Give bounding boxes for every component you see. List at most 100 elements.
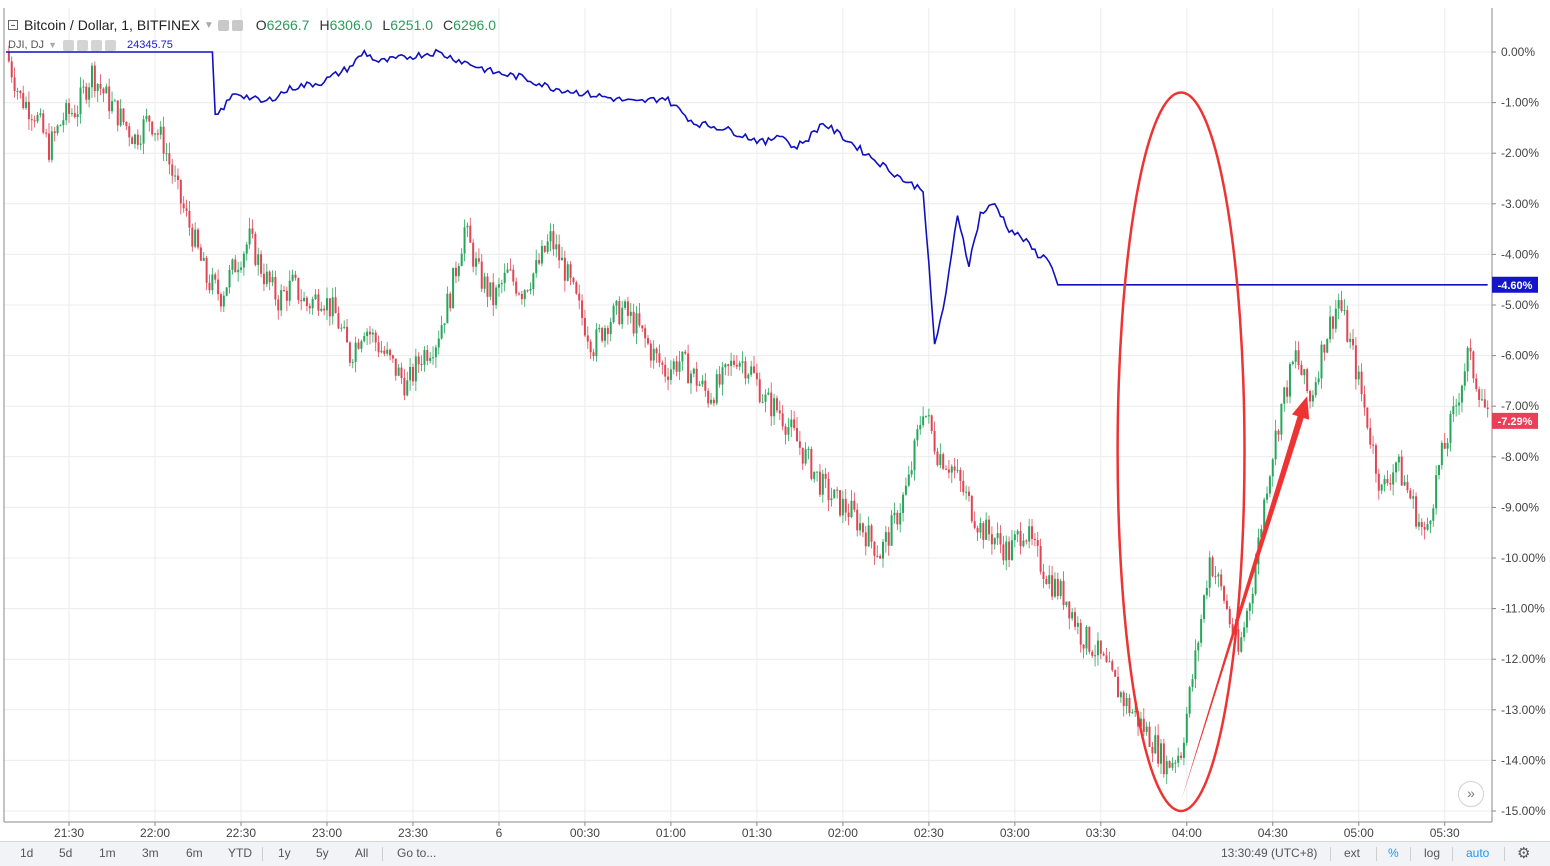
candle-body (497, 284, 500, 288)
divider (262, 847, 263, 861)
gear-icon[interactable]: ⚙ (1517, 845, 1531, 862)
collapse-icon[interactable] (8, 20, 18, 30)
candle-body (1438, 465, 1440, 476)
range-5y-button[interactable]: 5y (316, 846, 329, 860)
y-tick-label: -11.00% (1501, 602, 1545, 616)
candle-body (1033, 538, 1036, 541)
range-ytd-button[interactable]: YTD (228, 846, 252, 860)
candle-body (414, 356, 417, 382)
candle-body (179, 180, 182, 204)
candle-body (598, 328, 601, 330)
candle-body (1117, 676, 1120, 698)
candle-body (305, 297, 308, 307)
range-5d-button[interactable]: 5d (59, 846, 73, 860)
candle-body (1048, 575, 1051, 585)
close-icon[interactable] (104, 39, 116, 51)
auto-toggle[interactable]: auto (1466, 846, 1490, 860)
candle-body (1286, 387, 1289, 397)
candle-body (988, 519, 991, 535)
candle-body (423, 350, 426, 365)
candle-body (1013, 534, 1016, 541)
candle-body (1349, 338, 1352, 342)
plus-icon[interactable] (90, 39, 102, 51)
candle-body (472, 242, 475, 267)
ext-toggle[interactable]: ext (1344, 846, 1361, 860)
scroll-to-realtime-button[interactable]: » (1458, 781, 1484, 807)
candle-body (7, 52, 10, 62)
candle-body (930, 415, 933, 432)
range-1m-button[interactable]: 1m (99, 846, 116, 860)
candle-body (237, 269, 240, 273)
main-series-legend: Bitcoin / Dollar, 1, BITFINEX ▼ O 6266.7 … (8, 17, 496, 33)
candle-body (219, 294, 222, 307)
gear-icon[interactable] (231, 19, 243, 31)
candle-body (363, 336, 366, 342)
range-6m-button[interactable]: 6m (186, 846, 203, 860)
candle-body (1395, 462, 1398, 473)
candle-body (689, 373, 692, 384)
eye-icon[interactable] (62, 39, 74, 51)
goto-button[interactable]: Go to... (397, 846, 437, 860)
candle-body (1320, 344, 1323, 379)
y-tick-label: -14.00% (1501, 753, 1546, 767)
candle-body (1340, 300, 1343, 311)
chevron-down-icon[interactable]: ▼ (48, 40, 57, 50)
grid (4, 8, 1492, 822)
candle-body (993, 538, 996, 545)
candle-body (151, 121, 154, 135)
candle-body (452, 267, 455, 309)
candle-body (1294, 350, 1297, 362)
candle-body (116, 100, 119, 126)
candle-body (411, 366, 414, 382)
chevron-down-icon[interactable]: ▼ (203, 19, 214, 31)
candle-body (457, 266, 460, 277)
candle-body (724, 364, 727, 368)
symbol-title[interactable]: Bitcoin / Dollar, 1, BITFINEX (24, 17, 200, 33)
candle-body (1205, 587, 1208, 596)
compare-symbol[interactable]: DJI, DJ (8, 39, 45, 51)
candle-body (592, 352, 595, 357)
candle-body (1406, 482, 1409, 491)
candle-body (624, 301, 627, 308)
candle-body (641, 325, 644, 329)
y-tick-label: -4.00% (1501, 247, 1539, 261)
range-1y-button[interactable]: 1y (278, 846, 291, 860)
eye-icon[interactable] (217, 19, 229, 31)
candle-body (710, 399, 713, 404)
gear-icon[interactable] (76, 39, 88, 51)
candle-body (859, 523, 862, 531)
candle-body (1088, 626, 1091, 652)
candle-body (652, 348, 655, 361)
candle-body (199, 247, 202, 261)
candle-body (764, 394, 767, 402)
clock-timezone[interactable]: 13:30:49 (UTC+8) (1221, 846, 1318, 860)
candle-body (830, 498, 833, 501)
candle-body (796, 428, 799, 442)
candle-body (36, 115, 39, 122)
candle-body (240, 267, 243, 270)
candle-body (93, 65, 96, 92)
candle-body (429, 357, 432, 361)
candle-body (712, 399, 715, 404)
candle-body (348, 342, 351, 363)
dji-series-line (6, 48, 1488, 345)
percent-toggle[interactable]: % (1388, 846, 1399, 860)
candle-body (1065, 601, 1068, 606)
candle-body (10, 61, 13, 78)
candle-body (936, 451, 939, 466)
candle-body (715, 374, 718, 404)
candle-body (601, 328, 604, 341)
candle-body (1329, 316, 1332, 340)
log-toggle[interactable]: log (1424, 846, 1441, 860)
range-3m-button[interactable]: 3m (142, 846, 159, 860)
candle-body (102, 88, 105, 94)
candle-body (294, 274, 297, 279)
range-1d-button[interactable]: 1d (20, 846, 34, 860)
candle-body (695, 368, 698, 386)
candle-body (1403, 482, 1406, 486)
candle-body (1443, 442, 1446, 449)
candle-body (924, 415, 927, 417)
candle-body (214, 274, 217, 280)
range-all-button[interactable]: All (355, 846, 369, 860)
